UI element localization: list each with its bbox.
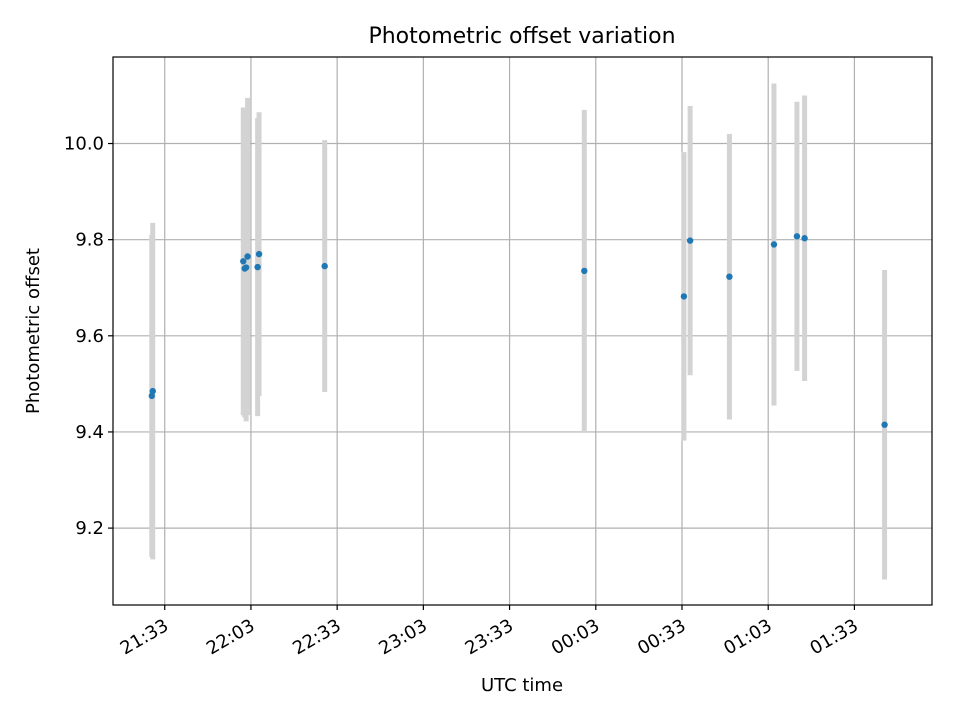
data-point [581,267,588,275]
data-point [801,235,808,242]
data-point [148,392,155,400]
plot-frame [112,56,933,606]
data-point [770,241,778,248]
y-axis-ticks: 9.2 9.4 9.6 9.8 10.0 [64,134,113,539]
y-axis-label: Photometric offset [23,248,44,414]
chart-title: Photometric offset variation [368,24,675,49]
y-tick-label: 10.0 [64,134,104,155]
y-tick-label: 9.4 [75,422,104,443]
data-point [793,233,801,240]
data-point [881,421,888,428]
data-point [321,262,328,270]
x-axis-label: UTC time [481,675,563,696]
data-point [680,293,688,300]
data-point [255,250,263,258]
data-point [254,263,261,271]
y-tick-label: 9.8 [75,230,104,251]
data-point [149,387,156,395]
y-tick-label: 9.6 [75,326,104,347]
data-point [726,273,733,280]
y-tick-label: 9.2 [75,518,104,539]
data-point [242,264,250,271]
data-point [240,258,247,265]
data-point [244,253,251,260]
data-point [686,237,694,244]
data-points [148,233,888,428]
